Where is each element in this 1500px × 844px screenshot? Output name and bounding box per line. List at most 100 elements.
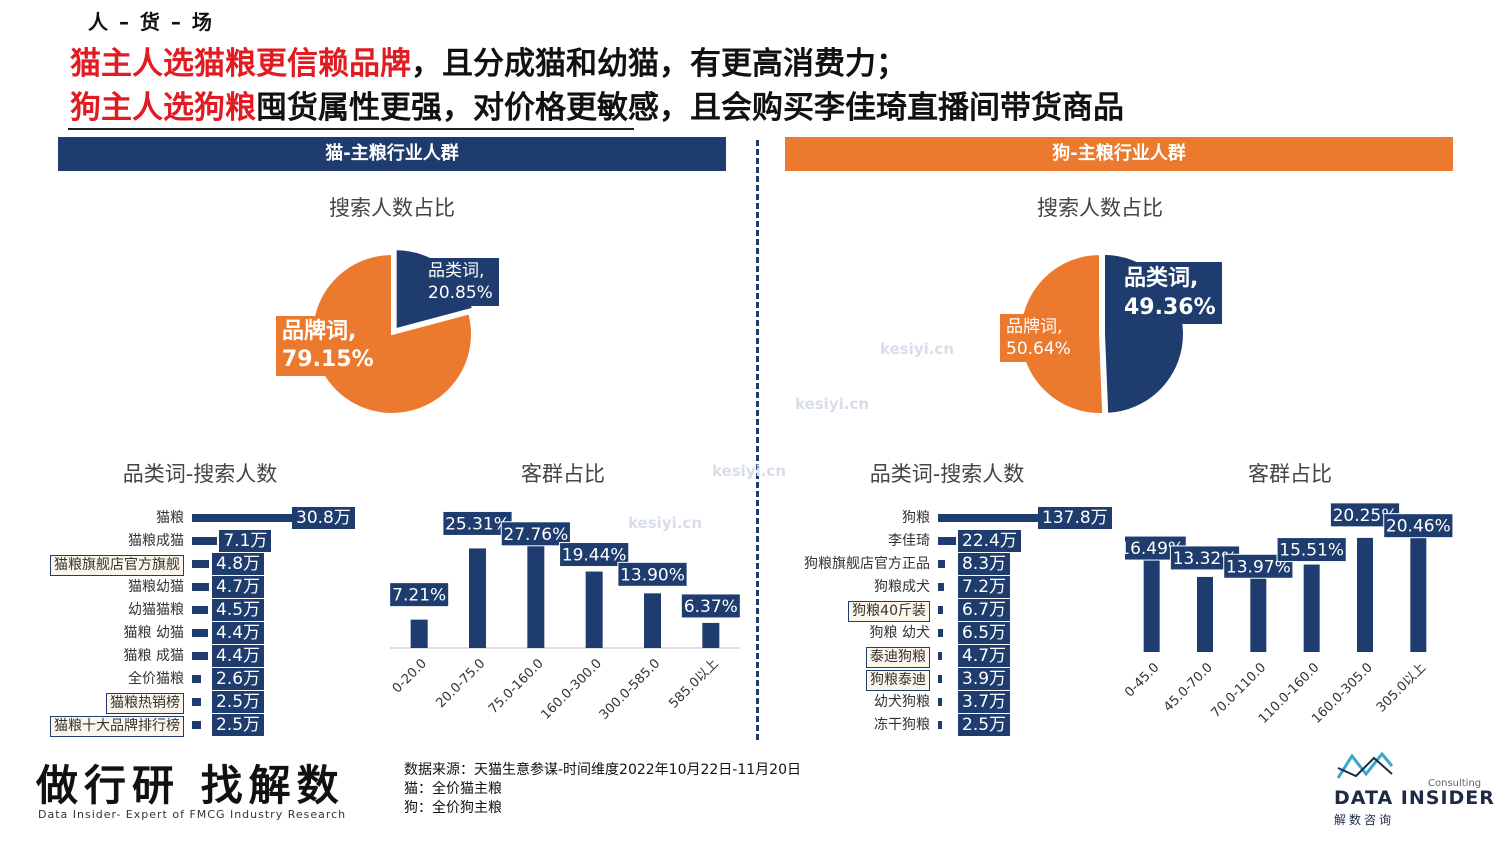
- column-bar: [702, 622, 720, 648]
- hbar-bar: [938, 514, 1048, 522]
- hbar-bar: [192, 583, 209, 591]
- headline-1-highlight: 猫主人选猫粮更信赖品牌: [70, 46, 411, 82]
- cat-pie-category-name: 品类词,: [428, 261, 485, 281]
- cat-pie-brand-pct: 79.15%: [282, 347, 374, 372]
- cat-column-chart: 7.21% 0-20.0 25.31% 20.0-75.0 27.76% 75.0-160…: [390, 510, 741, 723]
- hbar-value-label: 2.5万: [212, 714, 265, 736]
- hbar-category-label: 幼犬狗粮: [874, 694, 930, 710]
- section-divider: [756, 140, 759, 740]
- column-bar: [644, 593, 661, 648]
- hbar-category-label: 猫粮成猫: [128, 533, 184, 549]
- column-bar: [1250, 573, 1267, 652]
- column-value-label: 20.25%: [1333, 506, 1398, 526]
- column-value-box: [617, 561, 688, 587]
- hbar-value-label: 4.5万: [212, 599, 265, 621]
- headline-2-text: 囤货属性更强，对价格更敏感，且会购买李佳琦直播间带货商品: [256, 90, 1124, 126]
- headline-line-2: 狗主人选狗粮囤货属性更强，对价格更敏感，且会购买李佳琦直播间带货商品: [70, 82, 1124, 127]
- dog-hbar-chart: 狗粮 137.8万 李佳琦 22.4万 狗粮旗舰店官方正品 8.3万 狗粮成犬 7.2万 狗粮4…: [770, 507, 1135, 740]
- hbar-bar: [192, 514, 302, 522]
- column-value-label: 13.97%: [1226, 557, 1291, 577]
- hbar-bar: [938, 652, 942, 660]
- headline-1-text: ，且分成猫和幼猫，有更高消费力；: [411, 46, 907, 82]
- logo-cn: 解数咨询: [1334, 813, 1395, 827]
- column-bar: [527, 538, 545, 648]
- hbar-bar: [192, 652, 208, 660]
- column-bar: [1303, 564, 1320, 652]
- hbar-value-label: 30.8万: [292, 507, 355, 529]
- hbar-bar: [938, 675, 942, 683]
- hbar-value-label: 137.8万: [1038, 507, 1112, 529]
- hbar-value-label: 8.3万: [958, 553, 1011, 575]
- column-bar: [1410, 536, 1427, 652]
- hbar-category-label: 猫粮旗舰店官方旗舰: [50, 555, 184, 576]
- column-category-label: 45.0-70.0: [1161, 660, 1216, 715]
- dog-hbar-title: 品类词-搜索人数: [869, 462, 1025, 486]
- column-bar: [1143, 559, 1160, 652]
- column-value-box: [559, 542, 630, 568]
- column-value-box: [500, 521, 571, 547]
- hbar-value-label: 4.7万: [212, 576, 265, 598]
- column-value-label: 25.31%: [445, 514, 510, 534]
- column-value-box: [1276, 537, 1347, 563]
- column-category-label: 20.0-75.0: [433, 656, 488, 711]
- cat-pie-brand-name: 品牌词,: [282, 319, 357, 344]
- hbar-bar: [192, 560, 210, 568]
- column-value-box: [1383, 513, 1454, 539]
- column-value-label: 13.32%: [1173, 549, 1238, 569]
- dog-note: 狗：全价狗主粮: [404, 800, 502, 816]
- dog-pie-brand-name: 品牌词,: [1006, 317, 1063, 337]
- hbar-category-label: 李佳琦: [888, 533, 930, 549]
- cat-pie-category-pct: 20.85%: [428, 283, 493, 303]
- hbar-value-label: 3.9万: [958, 668, 1011, 690]
- hbar-category-label: 猫粮幼猫: [128, 579, 184, 595]
- column-value-box: [680, 593, 741, 619]
- dog-pie-category-name: 品类词,: [1124, 266, 1199, 291]
- hbar-bar: [192, 698, 201, 706]
- hbar-value-label: 7.1万: [219, 530, 272, 552]
- hbar-value-label: 6.7万: [958, 599, 1011, 621]
- dog-pie-label-brand: 品牌词, 50.64%: [1000, 314, 1077, 362]
- hbar-category-label: 猫粮 幼猫: [123, 625, 184, 641]
- hbar-category-label: 猫粮: [156, 510, 184, 526]
- hbar-bar: [938, 537, 956, 545]
- cat-pie-title: 搜索人数占比: [329, 196, 455, 220]
- hbar-bar: [938, 560, 945, 568]
- hbar-category-label: 冻干狗粮: [874, 717, 930, 733]
- headline-2-highlight: 狗主人选狗粮: [70, 90, 256, 126]
- watermark: kesiyi.cn: [880, 340, 955, 358]
- column-bar: [469, 548, 486, 648]
- cat-hbar-chart: 猫粮 30.8万 猫粮成猫 7.1万 猫粮旗舰店官方旗舰 4.8万 猫粮幼猫 4.7万 幼猫猫粮…: [20, 507, 380, 740]
- hbar-bar: [192, 606, 209, 614]
- column-bar: [1197, 576, 1213, 652]
- column-bar: [1357, 537, 1373, 652]
- hbar-bar: [192, 721, 201, 729]
- column-value-label: 6.37%: [684, 597, 738, 617]
- headline-underline: [68, 128, 634, 130]
- column-value-box: [390, 582, 450, 608]
- column-value-label: 15.51%: [1279, 541, 1344, 561]
- column-category-label: 160.0-300.0: [538, 656, 605, 723]
- dog-pie-title: 搜索人数占比: [1037, 196, 1163, 220]
- hbar-value-label: 2.6万: [212, 668, 265, 690]
- headline-line-1: 猫主人选猫粮更信赖品牌，且分成猫和幼猫，有更高消费力；: [70, 38, 907, 83]
- hbar-bar: [192, 629, 208, 637]
- dog-col-title: 客群占比: [1248, 462, 1332, 486]
- watermark: kesiyi.cn: [795, 395, 870, 413]
- hbar-category-label: 猫粮十大品牌排行榜: [50, 716, 184, 737]
- hbar-category-label: 狗粮旗舰店官方正品: [804, 556, 930, 572]
- hbar-bar: [938, 721, 942, 729]
- hbar-value-label: 4.7万: [958, 645, 1011, 667]
- cat-hbar-title: 品类词-搜索人数: [122, 462, 278, 486]
- hbar-category-label: 狗粮泰迪: [866, 670, 930, 691]
- brand-slogan: 做行研 找解数: [36, 761, 345, 810]
- hbar-category-label: 猫粮 成猫: [123, 648, 184, 664]
- hbar-bar: [938, 583, 944, 591]
- cat-col-title: 客群占比: [521, 462, 605, 486]
- hbar-category-label: 幼猫猫粮: [128, 602, 184, 618]
- hbar-value-label: 2.5万: [958, 714, 1011, 736]
- column-category-label: 0-45.0: [1125, 660, 1162, 700]
- hbar-value-label: 3.7万: [958, 691, 1011, 713]
- cat-note: 猫：全价猫主粮: [404, 781, 502, 797]
- cat-pie-label-brand: 品牌词, 79.15%: [276, 316, 380, 376]
- hbar-bar: [192, 675, 202, 683]
